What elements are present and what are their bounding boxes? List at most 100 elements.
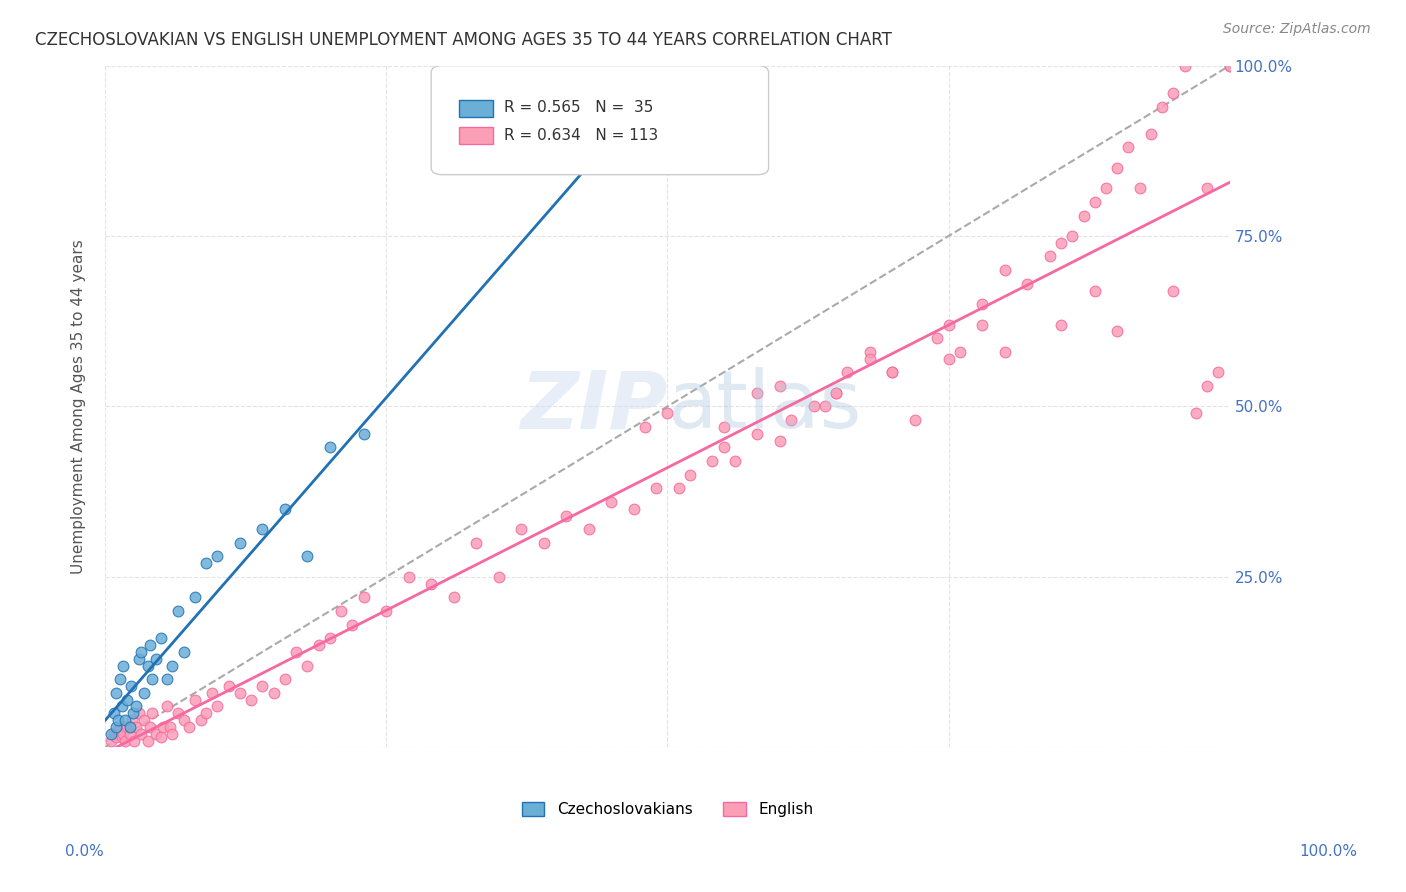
Czechoslovakians bbox=[120, 679, 142, 693]
English bbox=[1163, 284, 1185, 298]
English bbox=[285, 645, 308, 659]
English bbox=[713, 441, 735, 455]
Czechoslovakians bbox=[107, 713, 129, 727]
English bbox=[156, 699, 179, 714]
Czechoslovakians bbox=[134, 686, 156, 700]
English bbox=[121, 713, 143, 727]
English bbox=[1084, 284, 1107, 298]
English bbox=[1095, 181, 1118, 195]
English bbox=[780, 413, 803, 427]
English bbox=[1129, 181, 1152, 195]
Y-axis label: Unemployment Among Ages 35 to 44 years: Unemployment Among Ages 35 to 44 years bbox=[72, 239, 86, 574]
Text: 100.0%: 100.0% bbox=[1299, 845, 1358, 859]
English bbox=[162, 727, 184, 741]
English bbox=[1185, 406, 1208, 420]
English bbox=[129, 727, 152, 741]
Czechoslovakians bbox=[195, 556, 218, 570]
English bbox=[1163, 86, 1185, 100]
Czechoslovakians bbox=[129, 645, 152, 659]
Czechoslovakians bbox=[162, 658, 184, 673]
English bbox=[1107, 161, 1129, 175]
English bbox=[825, 385, 848, 400]
English bbox=[141, 706, 163, 721]
English bbox=[159, 720, 181, 734]
Text: CZECHOSLOVAKIAN VS ENGLISH UNEMPLOYMENT AMONG AGES 35 TO 44 YEARS CORRELATION CH: CZECHOSLOVAKIAN VS ENGLISH UNEMPLOYMENT … bbox=[35, 31, 891, 49]
Czechoslovakians bbox=[297, 549, 319, 564]
Czechoslovakians bbox=[139, 638, 162, 652]
Text: Source: ZipAtlas.com: Source: ZipAtlas.com bbox=[1223, 22, 1371, 37]
English bbox=[938, 351, 960, 366]
Czechoslovakians bbox=[184, 591, 207, 605]
English bbox=[1174, 59, 1197, 73]
English bbox=[134, 713, 156, 727]
English bbox=[465, 536, 488, 550]
English bbox=[1152, 99, 1174, 113]
English bbox=[1062, 229, 1084, 244]
English bbox=[679, 467, 702, 482]
English bbox=[1050, 318, 1073, 332]
English bbox=[1140, 127, 1163, 141]
English bbox=[645, 481, 668, 495]
English bbox=[668, 481, 690, 495]
Czechoslovakians bbox=[118, 720, 141, 734]
English bbox=[1107, 325, 1129, 339]
English bbox=[240, 692, 263, 706]
English bbox=[100, 733, 122, 747]
Czechoslovakians bbox=[125, 699, 148, 714]
Text: R = 0.634   N = 113: R = 0.634 N = 113 bbox=[505, 128, 658, 143]
English bbox=[949, 345, 972, 359]
Czechoslovakians bbox=[353, 426, 375, 441]
English bbox=[263, 686, 285, 700]
FancyBboxPatch shape bbox=[460, 100, 494, 117]
Czechoslovakians bbox=[103, 706, 125, 721]
English bbox=[201, 686, 224, 700]
English bbox=[825, 385, 848, 400]
English bbox=[145, 727, 167, 741]
English bbox=[103, 727, 125, 741]
English bbox=[510, 522, 533, 536]
English bbox=[136, 733, 159, 747]
English bbox=[218, 679, 240, 693]
Czechoslovakians bbox=[207, 549, 229, 564]
Czechoslovakians bbox=[156, 672, 179, 686]
English bbox=[859, 351, 882, 366]
English bbox=[994, 263, 1017, 277]
Czechoslovakians bbox=[145, 651, 167, 665]
English bbox=[972, 297, 994, 311]
English bbox=[994, 345, 1017, 359]
English bbox=[1118, 140, 1140, 154]
English bbox=[882, 365, 904, 379]
English bbox=[1073, 209, 1095, 223]
English bbox=[1208, 365, 1230, 379]
Czechoslovakians bbox=[105, 720, 128, 734]
Czechoslovakians bbox=[252, 522, 274, 536]
Legend: Czechoslovakians, English: Czechoslovakians, English bbox=[516, 796, 820, 823]
English bbox=[938, 318, 960, 332]
English bbox=[882, 365, 904, 379]
English bbox=[724, 454, 747, 468]
English bbox=[195, 706, 218, 721]
English bbox=[927, 331, 949, 345]
English bbox=[114, 733, 136, 747]
English bbox=[125, 720, 148, 734]
English bbox=[207, 699, 229, 714]
English bbox=[769, 434, 792, 448]
English bbox=[274, 672, 297, 686]
English bbox=[105, 730, 128, 744]
English bbox=[904, 413, 927, 427]
Czechoslovakians bbox=[128, 651, 150, 665]
English bbox=[837, 365, 859, 379]
English bbox=[118, 727, 141, 741]
English bbox=[702, 454, 724, 468]
English bbox=[111, 727, 134, 741]
FancyBboxPatch shape bbox=[460, 127, 494, 144]
Text: R = 0.565   N =  35: R = 0.565 N = 35 bbox=[505, 101, 654, 115]
English bbox=[555, 508, 578, 523]
English bbox=[330, 604, 353, 618]
Czechoslovakians bbox=[100, 727, 122, 741]
English bbox=[420, 576, 443, 591]
Czechoslovakians bbox=[108, 672, 131, 686]
English bbox=[634, 420, 657, 434]
English bbox=[578, 522, 600, 536]
English bbox=[657, 406, 679, 420]
